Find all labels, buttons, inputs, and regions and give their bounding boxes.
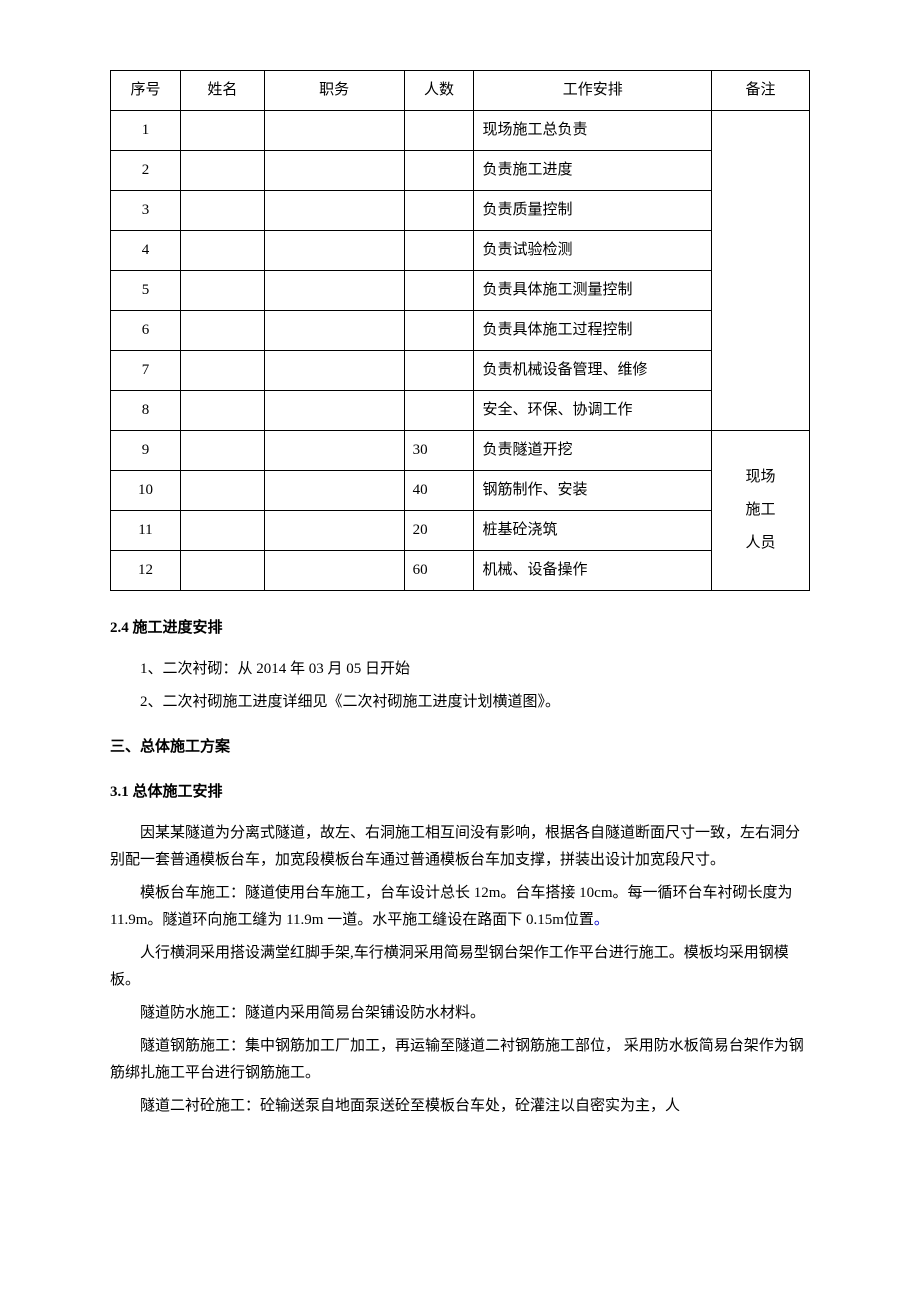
cell-role (264, 391, 404, 431)
cell-role (264, 191, 404, 231)
cell-name (180, 471, 264, 511)
cell-seq: 2 (111, 151, 181, 191)
cell-role (264, 471, 404, 511)
cell-role (264, 551, 404, 591)
cell-count: 60 (404, 551, 474, 591)
cell-seq: 6 (111, 311, 181, 351)
paragraph: 1、二次衬砌：从 2014 年 03 月 05 日开始 (110, 656, 810, 683)
cell-role (264, 311, 404, 351)
cell-name (180, 551, 264, 591)
table-row: 6 负责具体施工过程控制 (111, 311, 810, 351)
cell-seq: 8 (111, 391, 181, 431)
cell-seq: 7 (111, 351, 181, 391)
table-row: 5 负责具体施工测量控制 (111, 271, 810, 311)
table-row: 11 20 桩基砼浇筑 (111, 511, 810, 551)
table-row: 12 60 机械、设备操作 (111, 551, 810, 591)
cell-name (180, 351, 264, 391)
cell-count (404, 391, 474, 431)
cell-assignment: 桩基砼浇筑 (474, 511, 712, 551)
header-role: 职务 (264, 71, 404, 111)
paragraph-text: 模板台车施工：隧道使用台车施工，台车设计总长 12m。台车搭接 10cm。每一循… (110, 885, 793, 928)
cell-count (404, 231, 474, 271)
cell-name (180, 231, 264, 271)
cell-assignment: 钢筋制作、安装 (474, 471, 712, 511)
cell-assignment: 负责具体施工测量控制 (474, 271, 712, 311)
cell-name (180, 311, 264, 351)
table-row: 8 安全、环保、协调工作 (111, 391, 810, 431)
table-body: 1 现场施工总负责 2 负责施工进度 3 负责质量控制 4 负责试验检测 (111, 111, 810, 591)
cell-name (180, 391, 264, 431)
cell-seq: 11 (111, 511, 181, 551)
cell-name (180, 151, 264, 191)
cell-assignment: 机械、设备操作 (474, 551, 712, 591)
paragraph: 因某某隧道为分离式隧道，故左、右洞施工相互间没有影响，根据各自隧道断面尺寸一致，… (110, 820, 810, 874)
heading-2-4: 2.4 施工进度安排 (110, 615, 810, 642)
header-name: 姓名 (180, 71, 264, 111)
cell-role (264, 351, 404, 391)
table-row: 10 40 钢筋制作、安装 (111, 471, 810, 511)
cell-count (404, 151, 474, 191)
cell-role (264, 151, 404, 191)
heading-3-1: 3.1 总体施工安排 (110, 779, 810, 806)
header-count: 人数 (404, 71, 474, 111)
personnel-table: 序号 姓名 职务 人数 工作安排 备注 1 现场施工总负责 2 负责施工进度 3 (110, 70, 810, 591)
table-row: 9 30 负责隧道开挖 现场施工人员 (111, 431, 810, 471)
cell-count (404, 351, 474, 391)
table-row: 7 负责机械设备管理、维修 (111, 351, 810, 391)
cell-name (180, 191, 264, 231)
cell-name (180, 431, 264, 471)
header-note: 备注 (712, 71, 810, 111)
paragraph: 模板台车施工：隧道使用台车施工，台车设计总长 12m。台车搭接 10cm。每一循… (110, 880, 810, 934)
cell-seq: 3 (111, 191, 181, 231)
cell-assignment: 负责施工进度 (474, 151, 712, 191)
cell-assignment: 负责机械设备管理、维修 (474, 351, 712, 391)
cell-role (264, 271, 404, 311)
paragraph: 隧道钢筋施工：集中钢筋加工厂加工，再运输至隧道二衬钢筋施工部位， 采用防水板简易… (110, 1033, 810, 1087)
heading-3: 三、总体施工方案 (110, 734, 810, 761)
cell-note-group-1 (712, 111, 810, 431)
table-row: 2 负责施工进度 (111, 151, 810, 191)
cell-name (180, 271, 264, 311)
cell-assignment: 负责试验检测 (474, 231, 712, 271)
cell-role (264, 431, 404, 471)
cell-count (404, 311, 474, 351)
cell-assignment: 安全、环保、协调工作 (474, 391, 712, 431)
paragraph: 隧道二衬砼施工：砼输送泵自地面泵送砼至模板台车处，砼灌注以自密实为主，人 (110, 1093, 810, 1120)
table-row: 3 负责质量控制 (111, 191, 810, 231)
paragraph: 2、二次衬砌施工进度详细见《二次衬砌施工进度计划横道图》。 (110, 689, 810, 716)
cell-seq: 9 (111, 431, 181, 471)
cell-name (180, 511, 264, 551)
cell-seq: 4 (111, 231, 181, 271)
cell-seq: 5 (111, 271, 181, 311)
cell-count (404, 191, 474, 231)
cell-assignment: 现场施工总负责 (474, 111, 712, 151)
header-assignment: 工作安排 (474, 71, 712, 111)
table-header-row: 序号 姓名 职务 人数 工作安排 备注 (111, 71, 810, 111)
cell-role (264, 511, 404, 551)
cell-seq: 1 (111, 111, 181, 151)
paragraph: 人行横洞采用搭设满堂红脚手架,车行横洞采用简易型钢台架作工作平台进行施工。模板均… (110, 940, 810, 994)
cell-seq: 12 (111, 551, 181, 591)
cell-count: 30 (404, 431, 474, 471)
cell-count: 40 (404, 471, 474, 511)
cell-assignment: 负责隧道开挖 (474, 431, 712, 471)
cell-assignment: 负责具体施工过程控制 (474, 311, 712, 351)
cell-role (264, 231, 404, 271)
cell-count (404, 271, 474, 311)
cell-role (264, 111, 404, 151)
cell-assignment: 负责质量控制 (474, 191, 712, 231)
cell-seq: 10 (111, 471, 181, 511)
cell-count: 20 (404, 511, 474, 551)
paragraph: 隧道防水施工：隧道内采用简易台架铺设防水材料。 (110, 1000, 810, 1027)
cell-name (180, 111, 264, 151)
cell-count (404, 111, 474, 151)
blue-period: 。 (594, 912, 609, 928)
table-row: 4 负责试验检测 (111, 231, 810, 271)
header-seq: 序号 (111, 71, 181, 111)
table-row: 1 现场施工总负责 (111, 111, 810, 151)
cell-note-group-2: 现场施工人员 (712, 431, 810, 591)
